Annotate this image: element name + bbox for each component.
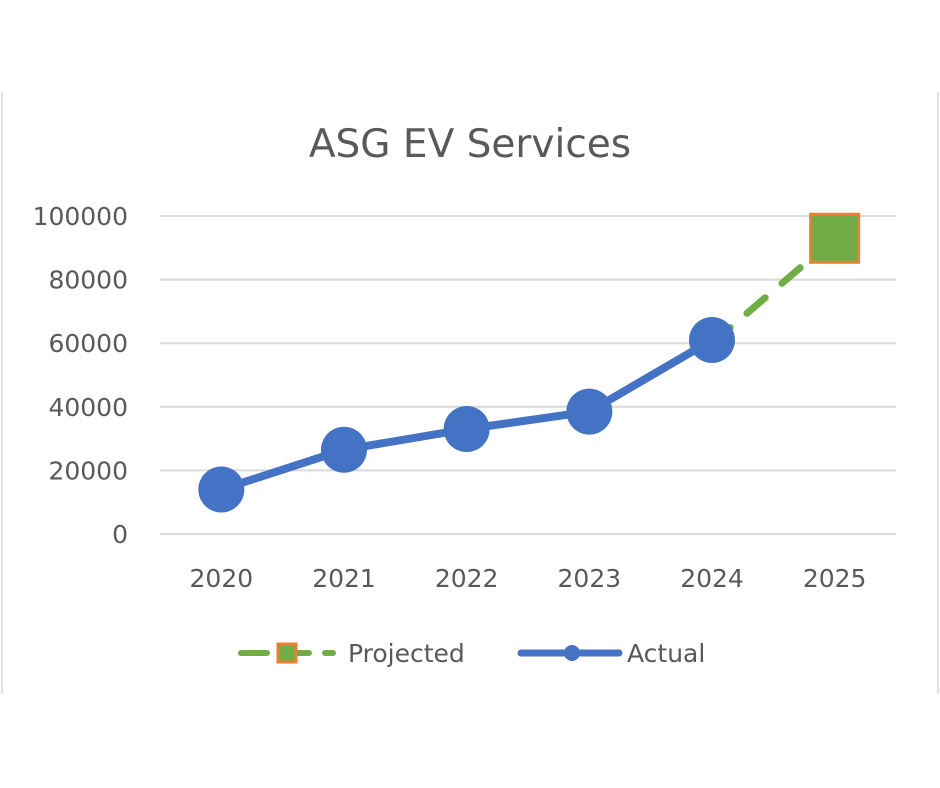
- series-projected: [708, 212, 861, 347]
- chart-title: ASG EV Services: [309, 122, 631, 167]
- legend-label: Actual: [627, 639, 705, 668]
- data-point: [198, 466, 245, 513]
- y-tick-label: 40000: [48, 393, 128, 422]
- legend-item-projected: Projected: [238, 639, 465, 668]
- legend-marker: [276, 642, 298, 664]
- y-axis-ticks: 0 20000 40000 60000 80000 100000: [33, 202, 128, 549]
- data-point: [689, 317, 735, 364]
- y-tick-label: 100000: [33, 202, 128, 231]
- legend-marker: [564, 645, 580, 661]
- data-point: [809, 212, 861, 264]
- legend: Projected Actual: [238, 639, 705, 668]
- data-point: [443, 406, 490, 453]
- y-tick-label: 20000: [48, 456, 128, 485]
- legend-item-actual: Actual: [517, 639, 705, 668]
- x-tick-label: 2022: [435, 564, 499, 593]
- x-tick-label: 2020: [190, 564, 254, 593]
- x-tick-label: 2021: [312, 564, 376, 593]
- x-tick-label: 2024: [680, 564, 744, 593]
- x-axis-ticks: 2020 2021 2022 2023 2024 2025: [190, 564, 867, 593]
- data-point: [566, 388, 613, 435]
- legend-label: Projected: [348, 639, 465, 668]
- y-tick-label: 80000: [48, 266, 128, 295]
- x-tick-label: 2023: [558, 564, 622, 593]
- y-tick-label: 0: [112, 520, 128, 549]
- data-point: [321, 426, 367, 473]
- series-layer: [198, 212, 861, 513]
- y-tick-label: 60000: [48, 329, 128, 358]
- x-tick-label: 2025: [803, 564, 867, 593]
- series-actual: [198, 317, 735, 513]
